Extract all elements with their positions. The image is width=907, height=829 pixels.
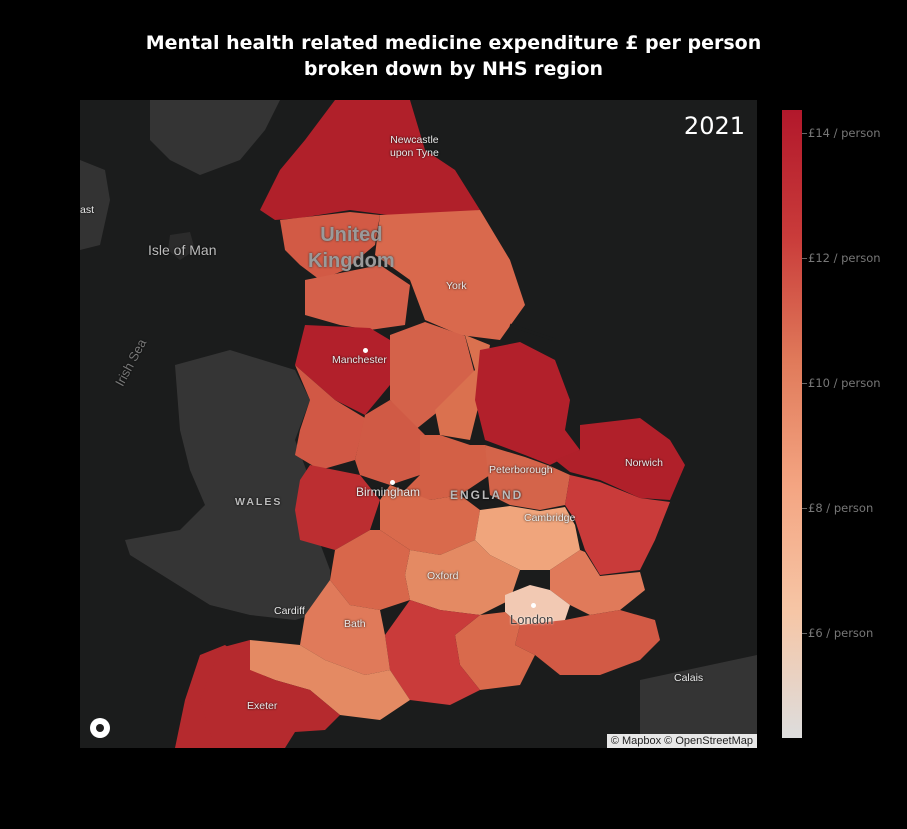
map-attribution[interactable]: © Mapbox © OpenStreetMap [606,734,757,748]
region-gloucester [330,530,410,610]
label-exeter: Exeter [247,700,278,712]
colorbar-tick-label: £14 / person [808,126,881,140]
colorbar-tick-label: £8 / person [808,501,874,515]
label-england: ENGLAND [450,488,524,502]
label-newcastle-line2: upon Tyne [390,147,439,159]
region-north-east [260,100,480,220]
region-somerset [250,640,410,720]
label-uk-line1: United [320,224,383,246]
region-south-yorkshire [435,335,490,440]
region-staffs [355,400,435,485]
region-manchester [295,325,390,415]
label-london: London [510,612,554,627]
region-devon [200,640,340,748]
france-land [640,655,757,748]
label-east: ast [80,204,95,216]
label-wales: WALES [235,496,283,508]
region-yorkshire [375,210,525,340]
label-united-kingdom: United Kingdom [308,222,395,274]
title-line-1: Mental health related medicine expenditu… [145,32,762,54]
colorbar-tick-label: £12 / person [808,251,881,265]
region-hampshire [385,600,480,705]
colorbar-tick [802,633,807,634]
wales-land [125,350,330,620]
colorbar-tick [802,383,807,384]
region-suffolk [565,475,670,575]
region-lancashire [305,265,410,330]
colorbar [782,110,802,738]
colorbar-tick [802,508,807,509]
humber-estuary [509,323,556,342]
region-kent [515,610,660,675]
region-birmingham [295,465,380,550]
region-surrey [455,612,535,690]
label-peterborough: Peterborough [489,464,553,476]
manchester-dot [363,348,368,353]
ireland-land [80,160,110,250]
region-derby-notts [400,435,490,500]
label-oxford: Oxford [427,570,459,582]
region-cheshire [295,365,365,470]
colorbar-tick-label: £10 / person [808,376,881,390]
label-cardiff: Cardiff [274,605,305,617]
label-uk-line2: Kingdom [308,250,395,272]
year-label: 2021 [683,112,745,140]
birmingham-dot [390,480,395,485]
region-bath [300,580,390,675]
label-manchester: Manchester [332,354,387,366]
label-calais: Calais [674,672,704,684]
label-isle-of-man: Isle of Man [148,242,217,258]
colorbar-tick [802,258,807,259]
label-newcastle: Newcastle upon Tyne [390,134,439,160]
isle-of-man-land [168,232,195,260]
chart-title: Mental health related medicine expenditu… [0,30,907,82]
title-line-2: broken down by NHS region [303,58,604,80]
region-west-yorkshire [390,322,475,430]
label-bath: Bath [344,618,366,630]
region-cambridge [475,506,580,570]
region-leics [380,485,480,555]
colorbar-tick-label: £6 / person [808,626,874,640]
london-dot [531,603,536,608]
map-svg [80,100,757,748]
colorbar-tick [802,133,807,134]
scotland-land [150,100,280,175]
map-canvas[interactable]: 2021 Newcastle upon Tyne ast Isle of Man… [80,100,757,748]
region-london [505,585,570,628]
region-oxford [405,540,520,615]
region-peterborough [485,445,570,510]
label-newcastle-line1: Newcastle [390,134,439,146]
label-birmingham: Birmingham [356,485,421,499]
region-lincolnshire [475,342,580,465]
mapbox-logo-icon[interactable] [90,718,110,738]
label-cambridge: Cambridge [524,512,576,524]
region-cumbria [280,212,380,280]
label-norwich: Norwich [625,457,663,469]
label-york: York [446,280,467,292]
region-norfolk [555,418,685,500]
region-essex [550,550,645,615]
